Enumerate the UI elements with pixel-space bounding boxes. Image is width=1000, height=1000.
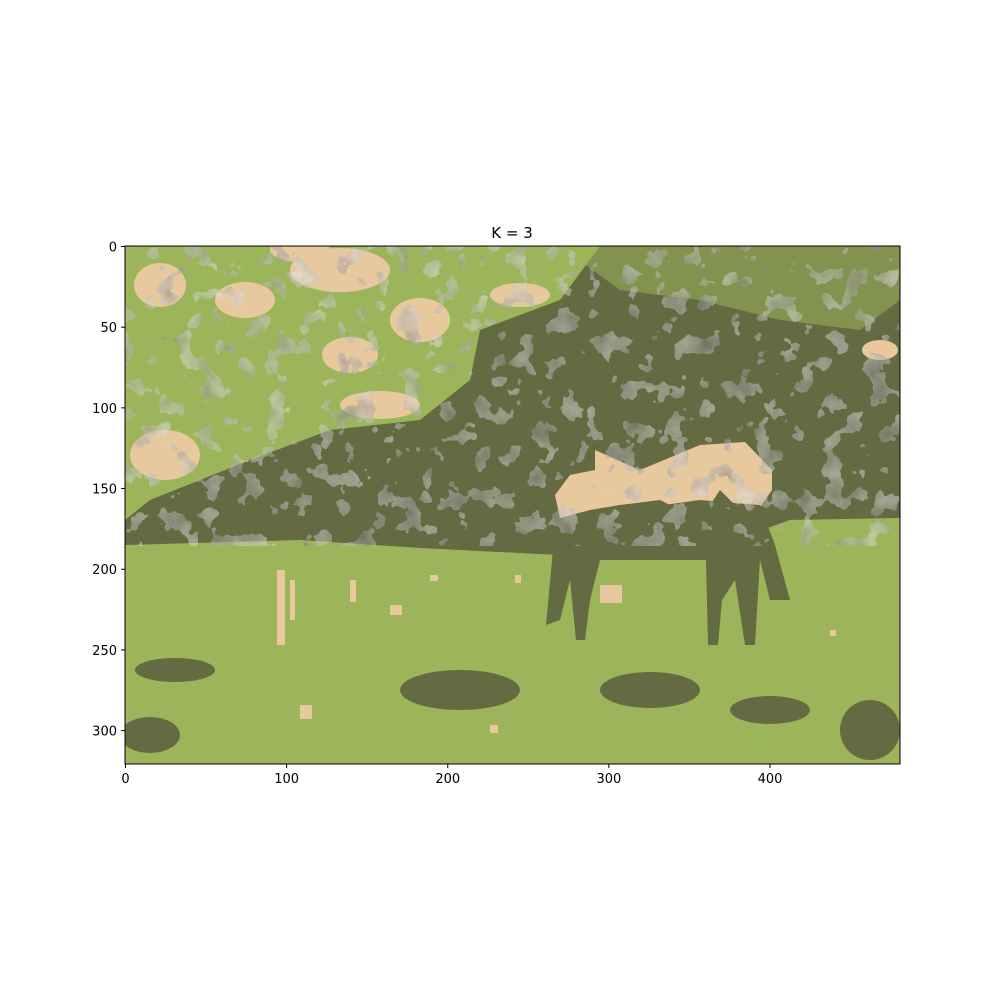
chart-title: K = 3 bbox=[491, 224, 532, 242]
y-tick-label: 0 bbox=[109, 241, 117, 256]
x-tick-label: 200 bbox=[435, 772, 460, 787]
x-tick-label: 100 bbox=[274, 772, 299, 787]
grass-beige-specks bbox=[277, 570, 836, 733]
plot-frame bbox=[124, 245, 901, 765]
x-tick-label: 400 bbox=[758, 772, 783, 787]
y-tick-label: 100 bbox=[92, 402, 117, 417]
dark-grass-patches bbox=[125, 658, 900, 760]
y-tick-label: 250 bbox=[92, 644, 117, 659]
y-tick-label: 300 bbox=[92, 725, 117, 740]
x-axis: 0 100 200 300 400 bbox=[121, 764, 782, 787]
y-tick-label: 50 bbox=[100, 321, 117, 336]
y-axis: 0 50 100 150 200 250 300 bbox=[92, 241, 125, 740]
quantized-image bbox=[125, 246, 900, 764]
x-tick-label: 0 bbox=[121, 772, 129, 787]
grass-field-region bbox=[125, 518, 900, 764]
y-tick-label: 200 bbox=[92, 563, 117, 578]
y-tick-label: 150 bbox=[92, 483, 117, 498]
mottle-texture bbox=[125, 246, 900, 546]
x-tick-label: 300 bbox=[596, 772, 621, 787]
